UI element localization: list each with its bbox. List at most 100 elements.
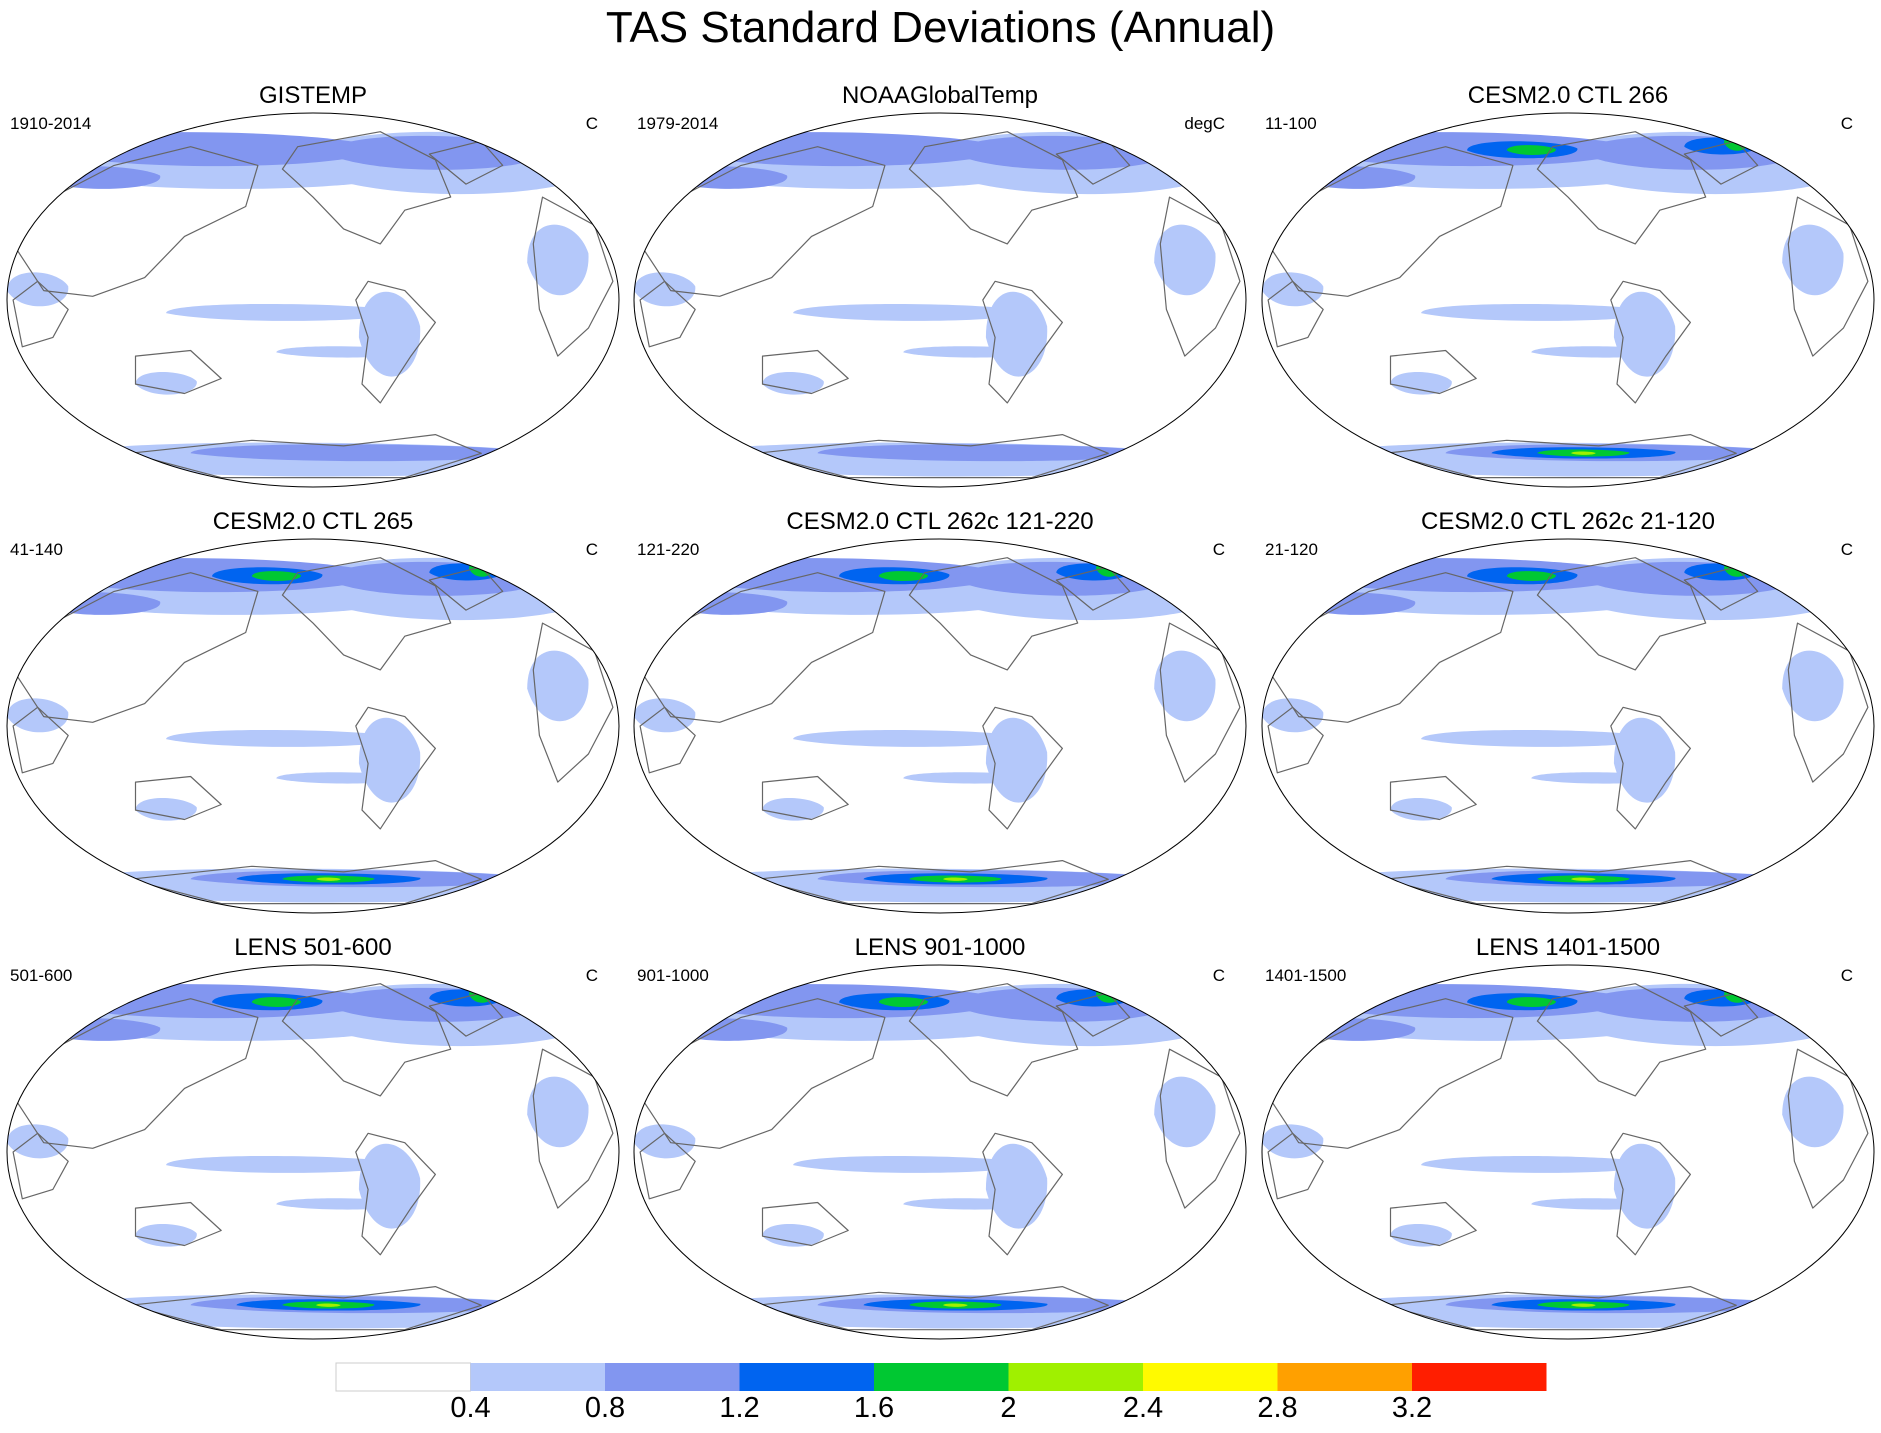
contour-region — [878, 571, 928, 581]
panel-period: 121-220 — [637, 540, 700, 559]
coastline — [1055, 992, 1131, 1037]
colorbar-tick-label: 2 — [1000, 1392, 1017, 1424]
coastline — [1159, 1048, 1241, 1209]
map-border — [633, 538, 1247, 914]
coastline — [639, 146, 886, 297]
contour-region — [135, 371, 197, 395]
contour-region — [634, 698, 696, 733]
panel-units: C — [1840, 114, 1853, 133]
colorbar-swatch — [1277, 1363, 1412, 1391]
coastline — [1267, 1132, 1324, 1200]
contour-region — [1421, 729, 1655, 747]
contour-region — [1506, 145, 1556, 155]
contour-region — [762, 371, 824, 395]
contour-region — [7, 272, 69, 307]
coastline — [532, 1048, 614, 1209]
coastline — [1267, 572, 1514, 723]
coastline — [281, 557, 452, 671]
map-border — [1261, 538, 1875, 914]
contour-region — [1154, 224, 1216, 296]
panel-units: C — [585, 966, 598, 985]
contour-region — [1390, 1224, 1452, 1247]
contour-region — [358, 1143, 421, 1229]
panel-title: LENS 1401-1500 — [1475, 934, 1661, 961]
coastline — [428, 566, 504, 611]
contour-region — [527, 650, 589, 722]
coastline — [12, 1132, 69, 1200]
coastline — [1536, 557, 1707, 671]
contour-region — [190, 444, 528, 462]
contour-region — [1154, 1076, 1216, 1148]
contour-region — [135, 797, 197, 821]
panel-period: 1910-2014 — [10, 114, 92, 133]
panel-units: degC — [1184, 114, 1225, 133]
coastline — [1159, 196, 1241, 357]
contour-region — [878, 997, 928, 1007]
colorbar-swatch — [1412, 1363, 1547, 1391]
coastline — [1683, 140, 1759, 185]
panel-units: C — [585, 540, 598, 559]
coastline — [134, 775, 222, 821]
contour-region — [1782, 224, 1844, 296]
panel-period: 11-100 — [1265, 114, 1317, 133]
coastline — [12, 572, 259, 723]
contour-region — [358, 717, 421, 803]
coastline — [128, 434, 482, 479]
coastline — [1536, 983, 1707, 1097]
panel-title: LENS 501-600 — [234, 934, 392, 961]
contour-region — [793, 729, 1027, 747]
coastline — [1383, 434, 1737, 479]
contour-region — [1262, 1124, 1324, 1159]
coastline — [12, 998, 259, 1149]
coastline — [532, 622, 614, 783]
panel-title: LENS 901-1000 — [854, 934, 1026, 961]
coastline — [355, 280, 436, 404]
coastline — [1610, 1132, 1692, 1256]
map-border — [6, 538, 620, 914]
contour-region — [1421, 1155, 1655, 1173]
coastline — [1787, 1048, 1869, 1209]
contour-region — [1262, 698, 1324, 733]
coastline — [281, 983, 452, 1097]
coastline — [639, 572, 886, 723]
coastline — [1267, 998, 1514, 1149]
panel-units: C — [585, 114, 598, 133]
panel-title: GISTEMP — [258, 82, 367, 109]
contour-region — [251, 571, 301, 581]
coastline — [1055, 140, 1131, 185]
contour-region — [1571, 877, 1596, 881]
coastline — [1683, 992, 1759, 1037]
coastline — [1389, 1201, 1477, 1247]
coastline — [1787, 622, 1869, 783]
coastline — [428, 140, 504, 185]
coastline — [128, 1285, 482, 1331]
coastline — [761, 349, 849, 395]
panel-period: 501-600 — [10, 966, 73, 985]
coastline — [1055, 566, 1131, 611]
coastline — [908, 983, 1079, 1097]
contour-region — [985, 717, 1048, 803]
contour-region — [793, 303, 1027, 321]
map-border — [1261, 112, 1875, 488]
map-panel — [1261, 112, 1875, 488]
coastline — [1610, 706, 1692, 830]
coastline — [1159, 622, 1241, 783]
contour-region — [1262, 272, 1324, 307]
contour-region — [251, 997, 301, 1007]
coastline — [1267, 706, 1324, 774]
contour-region — [135, 1224, 197, 1247]
contour-region — [1154, 650, 1216, 722]
coastline — [761, 1201, 849, 1247]
colorbar-swatch — [874, 1363, 1009, 1391]
panel-period: 1401-1500 — [1265, 966, 1347, 985]
contour-region — [166, 729, 400, 747]
coastline — [428, 992, 504, 1037]
map-border — [6, 964, 620, 1340]
map-panel — [1261, 538, 1875, 914]
coastline — [12, 146, 259, 297]
coastline — [12, 280, 69, 348]
panel-units: C — [1840, 540, 1853, 559]
panel-title: CESM2.0 CTL 262c 121-220 — [786, 508, 1094, 535]
colorbar-tick-label: 1.6 — [853, 1392, 895, 1424]
